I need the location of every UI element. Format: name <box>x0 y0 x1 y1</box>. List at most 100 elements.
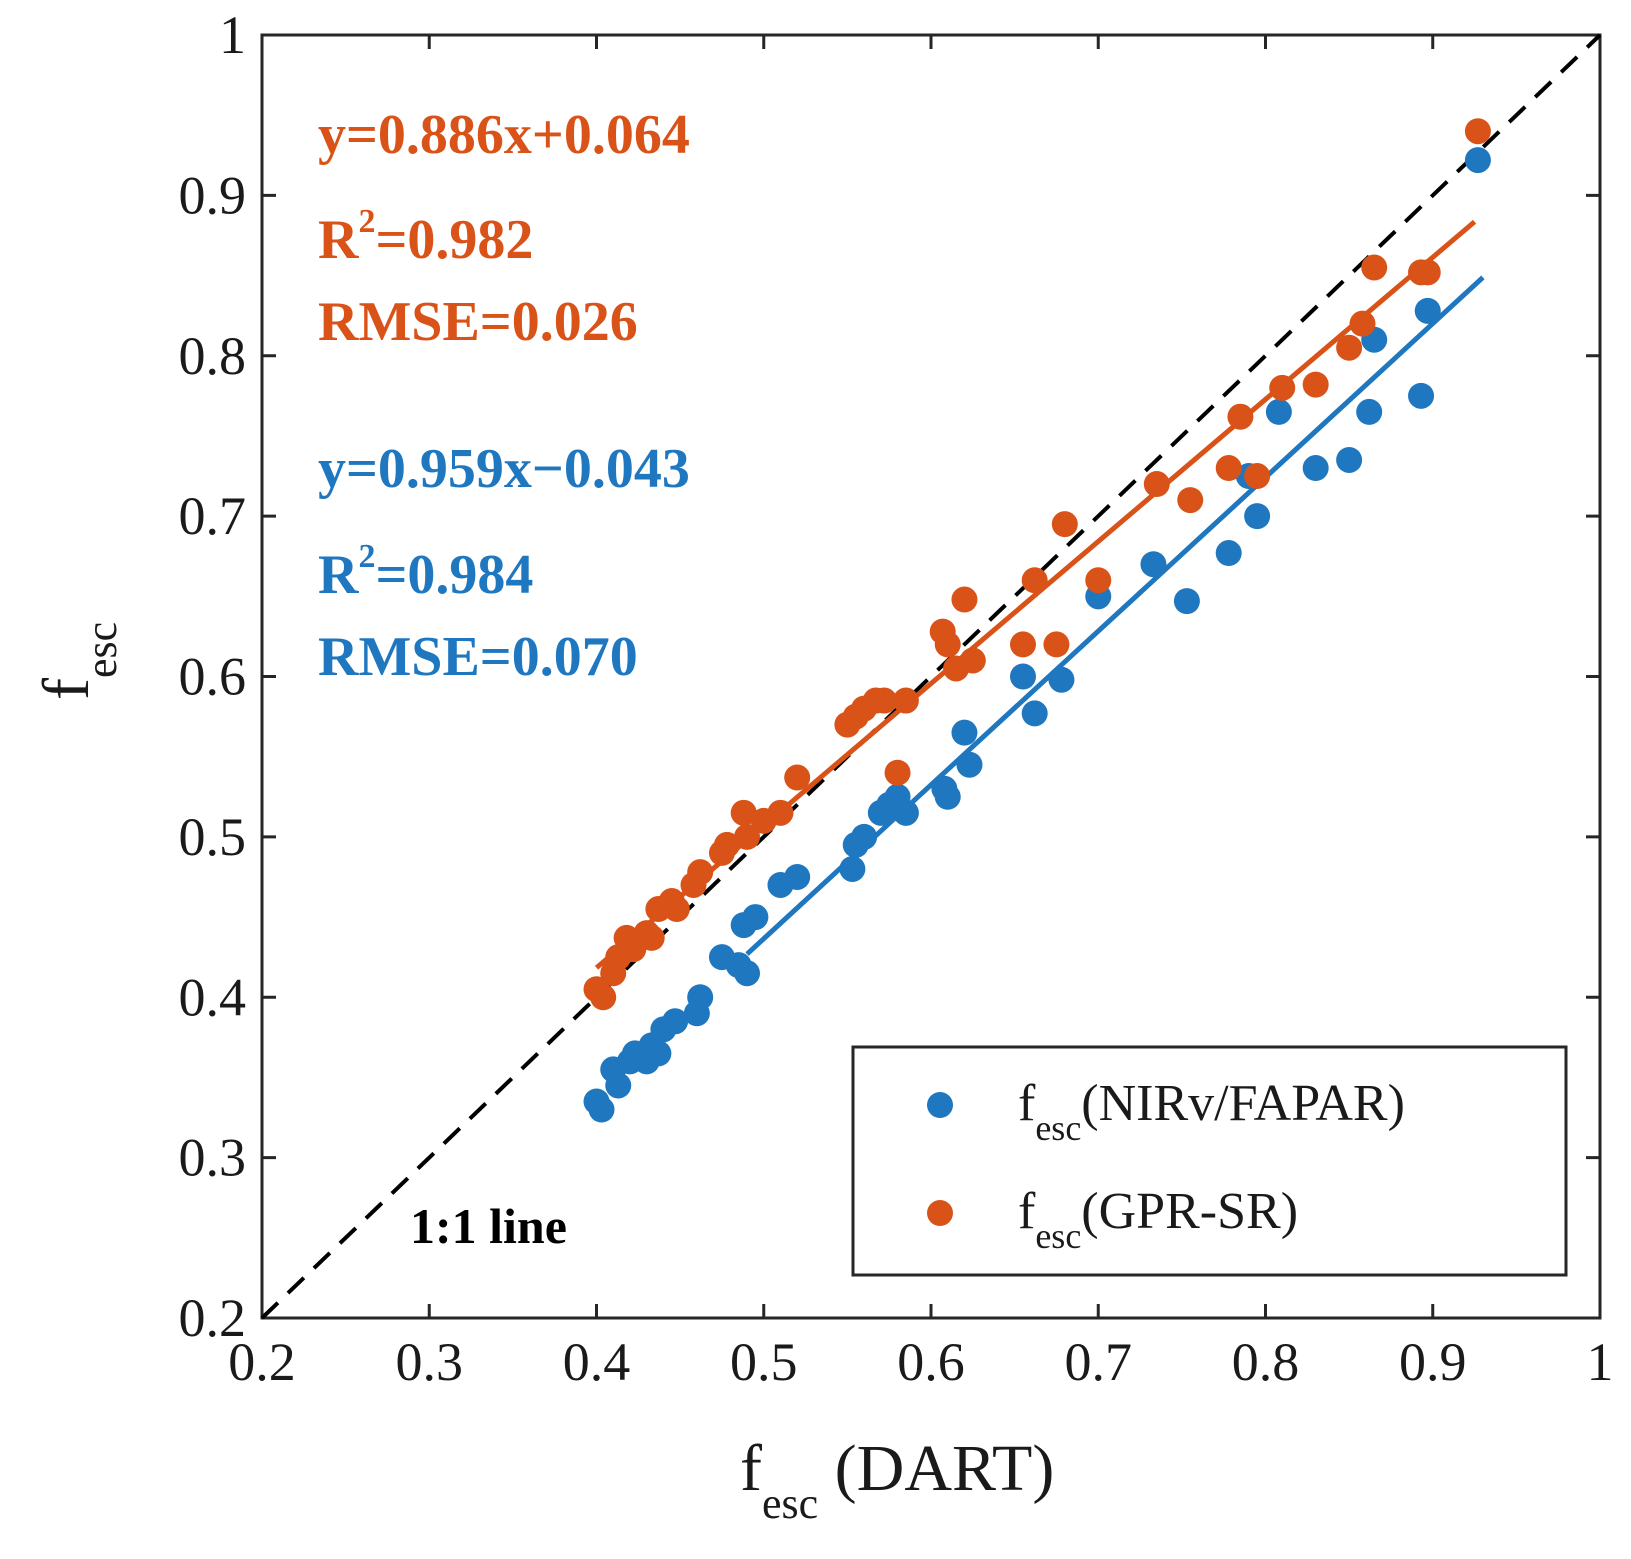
stats-gpr-sr-rmse: RMSE=0.026 <box>318 291 638 353</box>
x-tick-label: 0.4 <box>563 1332 631 1392</box>
series-nirv-fapar-points <box>583 147 1491 1123</box>
data-point <box>1302 455 1329 482</box>
stats-nirv-fapar: y=0.959x−0.043 R2=0.984 RMSE=0.070 <box>318 438 690 688</box>
x-tick-label: 0.6 <box>897 1332 965 1392</box>
y-tick-label: 0.9 <box>179 165 247 225</box>
y-tick-label: 1 <box>219 5 246 65</box>
data-point <box>767 799 794 826</box>
data-point <box>1009 663 1036 690</box>
data-point <box>662 1008 689 1035</box>
data-point <box>951 586 978 613</box>
y-tick-label: 0.6 <box>179 647 247 707</box>
data-point <box>1140 551 1167 578</box>
data-point <box>638 924 665 951</box>
data-point <box>1464 118 1491 145</box>
data-point <box>956 751 983 778</box>
data-point <box>1048 666 1075 693</box>
x-tick-label: 0.9 <box>1399 1332 1467 1392</box>
data-point <box>851 823 878 850</box>
data-point <box>1336 446 1363 473</box>
data-point <box>1349 310 1376 337</box>
x-tick-label: 0.2 <box>228 1332 296 1392</box>
data-point <box>687 984 714 1011</box>
stats-gpr-sr-r2: R2=0.982 <box>318 203 533 271</box>
data-point <box>1021 700 1048 727</box>
x-tick-label: 0.8 <box>1232 1332 1300 1392</box>
one-to-one-label: 1:1 line <box>410 1198 567 1254</box>
data-point <box>1361 254 1388 281</box>
stats-gpr-sr-equation: y=0.886x+0.064 <box>318 104 690 166</box>
data-point <box>663 896 690 923</box>
data-point <box>839 855 866 882</box>
data-point <box>1414 259 1441 286</box>
data-point <box>884 759 911 786</box>
y-axis: 0.2 0.3 0.4 0.5 0.6 0.7 0.8 0.9 1 <box>179 5 1600 1348</box>
data-point <box>734 960 761 987</box>
data-point <box>1356 398 1383 425</box>
data-point <box>1269 374 1296 401</box>
data-point <box>590 984 617 1011</box>
legend-marker-nirv-fapar <box>927 1092 953 1118</box>
stats-nirv-fapar-rmse: RMSE=0.070 <box>318 626 638 688</box>
data-point <box>1464 147 1491 174</box>
data-point <box>892 687 919 714</box>
y-tick-label: 0.2 <box>179 1288 247 1348</box>
y-tick-label: 0.4 <box>179 967 247 1027</box>
data-point <box>1227 403 1254 430</box>
data-point <box>605 1072 632 1099</box>
data-point <box>1244 463 1271 490</box>
data-point <box>1009 631 1036 658</box>
y-tick-label: 0.8 <box>179 326 247 386</box>
x-tick-label: 0.3 <box>396 1332 464 1392</box>
y-axis-title: fesc <box>30 622 126 700</box>
data-point <box>934 783 961 810</box>
data-point <box>1143 471 1170 498</box>
stats-nirv-fapar-equation: y=0.959x−0.043 <box>318 438 690 500</box>
x-axis-title: fesc (DART) <box>740 1432 1054 1528</box>
data-point <box>1244 503 1271 530</box>
data-point <box>588 1096 615 1123</box>
x-axis: 0.2 0.3 0.4 0.5 0.6 0.7 0.8 0.9 1 <box>228 35 1614 1392</box>
legend: fesc(NIRv/FAPAR) fesc(GPR-SR) <box>851 1045 1568 1277</box>
x-tick-label: 1 <box>1587 1332 1614 1392</box>
data-point <box>742 904 769 931</box>
data-point <box>687 859 714 886</box>
data-point <box>1021 567 1048 594</box>
data-point <box>1408 382 1435 409</box>
stats-nirv-fapar-r2: R2=0.984 <box>318 538 533 606</box>
data-point <box>934 631 961 658</box>
data-point <box>892 799 919 826</box>
data-point <box>1051 511 1078 538</box>
y-tick-label: 0.7 <box>179 486 247 546</box>
stats-gpr-sr: y=0.886x+0.064 R2=0.982 RMSE=0.026 <box>318 104 690 353</box>
data-point <box>1302 371 1329 398</box>
legend-marker-gpr-sr <box>927 1200 953 1226</box>
one-to-one-line <box>260 33 1602 1320</box>
data-point <box>1215 455 1242 482</box>
series-gpr-sr-points <box>583 118 1491 1011</box>
y-tick-label: 0.3 <box>179 1128 247 1188</box>
data-point <box>871 687 898 714</box>
data-point <box>1336 334 1363 361</box>
data-point <box>1177 487 1204 514</box>
data-point <box>734 823 761 850</box>
data-point <box>730 799 757 826</box>
data-point <box>1215 540 1242 567</box>
data-point <box>1173 588 1200 615</box>
data-point <box>1414 297 1441 324</box>
legend-box <box>851 1045 1568 1277</box>
data-point <box>1085 567 1112 594</box>
y-tick-label: 0.5 <box>179 807 247 867</box>
legend-label-gpr-sr: fesc(GPR-SR) <box>1018 1183 1298 1256</box>
data-point <box>645 1040 672 1067</box>
x-tick-label: 0.7 <box>1065 1332 1133 1392</box>
data-point <box>959 647 986 674</box>
data-point <box>784 764 811 791</box>
data-point <box>1265 398 1292 425</box>
data-point <box>713 831 740 858</box>
data-point <box>1043 631 1070 658</box>
data-point <box>951 719 978 746</box>
x-tick-label: 0.5 <box>730 1332 798 1392</box>
data-point <box>784 863 811 890</box>
